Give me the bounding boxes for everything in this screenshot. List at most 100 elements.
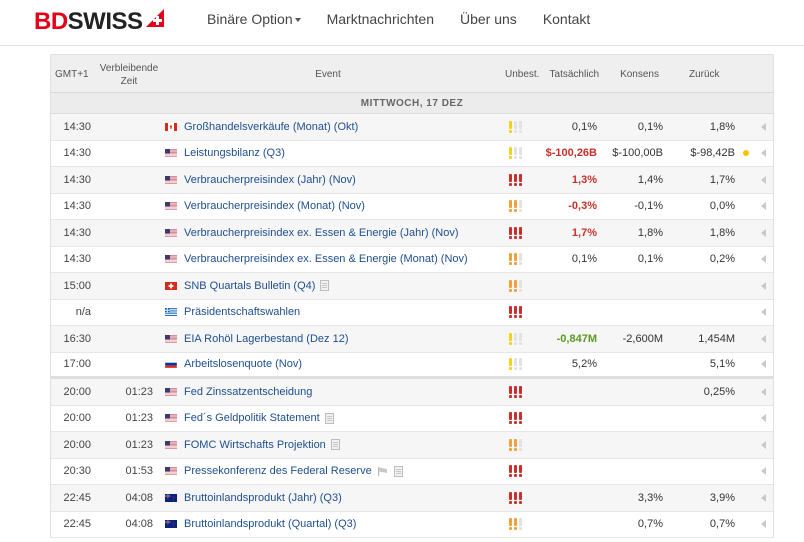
table-row[interactable]: n/a Präsidentschaftswahlen: [51, 299, 773, 326]
event-name-link[interactable]: Leistungsbilanz (Q3): [184, 141, 504, 167]
event-time: 20:00: [63, 412, 91, 425]
document-icon[interactable]: [393, 465, 403, 477]
previous-value: 5,1%: [709, 358, 735, 371]
expand-arrow-button[interactable]: [757, 114, 769, 140]
nav-item-kontakt[interactable]: Kontakt: [543, 11, 590, 27]
document-icon[interactable]: [330, 439, 340, 451]
expand-arrow-button[interactable]: [757, 432, 769, 458]
header-consensus[interactable]: Konsens: [620, 69, 659, 80]
event-name-link[interactable]: Fed Zinssatzentscheidung: [184, 379, 504, 405]
exclamation-icon: [509, 332, 512, 345]
previous-value: $-98,42B: [690, 147, 735, 160]
exclamation-icon: [514, 253, 517, 266]
header-remaining-time[interactable]: Verbleibende Zeit: [99, 62, 159, 87]
event-name-link[interactable]: Arbeitslosenquote (Nov): [184, 353, 504, 377]
expand-arrow-button[interactable]: [757, 273, 769, 299]
document-icon[interactable]: [320, 280, 330, 292]
consensus-value: 0,7%: [637, 518, 663, 531]
flag-usa-icon: [164, 194, 178, 220]
event-name-link[interactable]: Bruttoinlandsprodukt (Quartal) (Q3): [184, 512, 504, 538]
expand-arrow-button[interactable]: [757, 247, 769, 273]
importance-indicator: [509, 465, 524, 478]
expand-arrow-button[interactable]: [757, 485, 769, 511]
expand-arrow-button[interactable]: [757, 220, 769, 246]
table-row[interactable]: 14:30 Verbraucherpreisindex ex. Essen & E…: [51, 220, 773, 247]
table-row[interactable]: 15:00 SNB Quartals Bulletin (Q4): [51, 273, 773, 300]
actual-value: -0,847M: [556, 332, 597, 345]
day-separator: MITTWOCH, 17 DEZ: [51, 93, 773, 114]
bdswiss-logo[interactable]: BD SWISS: [34, 8, 166, 36]
consensus-value: 0,1%: [637, 120, 663, 133]
expand-arrow-button[interactable]: [757, 379, 769, 405]
table-row[interactable]: 20:00 01:23 Fed´s Geldpolitik Statement: [51, 405, 773, 432]
nav-item-binäre-option[interactable]: Binäre Option: [207, 11, 301, 27]
header-unbest[interactable]: Unbest.: [505, 69, 540, 80]
remaining-time: [103, 141, 153, 167]
speech-icon[interactable]: [377, 466, 389, 477]
header-event[interactable]: Event: [315, 69, 341, 80]
event-name-link[interactable]: Verbraucherpreisindex (Jahr) (Nov): [184, 167, 504, 193]
event-name: Verbraucherpreisindex ex. Essen & Energi…: [184, 226, 459, 239]
event-name-link[interactable]: Bruttoinlandsprodukt (Jahr) (Q3): [184, 485, 504, 511]
table-row[interactable]: 14:30 Großhandelsverkäufe (Monat) (Okt) 0,…: [51, 114, 773, 141]
header-actual[interactable]: Tatsächlich: [549, 69, 599, 80]
event-name-link[interactable]: Verbraucherpreisindex (Monat) (Nov): [184, 194, 504, 220]
event-name-link[interactable]: SNB Quartals Bulletin (Q4): [184, 273, 504, 299]
table-row[interactable]: 14:30 Verbraucherpreisindex ex. Essen & E…: [51, 246, 773, 273]
nav-item-marktnachrichten[interactable]: Marktnachrichten: [327, 11, 434, 27]
header-gmt[interactable]: GMT+1: [55, 69, 89, 80]
revision-dot-icon: [743, 150, 749, 157]
expand-arrow-button[interactable]: [757, 300, 769, 326]
event-time: 20:00: [63, 385, 91, 398]
expand-arrow-button[interactable]: [757, 512, 769, 538]
chevron-left-icon: [760, 520, 766, 529]
event-name-link[interactable]: Präsidentschaftswahlen: [184, 300, 504, 326]
table-row[interactable]: 14:30 Verbraucherpreisindex (Jahr) (Nov) 1…: [51, 167, 773, 194]
exclamation-icon: [509, 385, 512, 398]
remaining-time: [103, 194, 153, 220]
event-name: Bruttoinlandsprodukt (Quartal) (Q3): [184, 518, 357, 531]
expand-arrow-button[interactable]: [757, 353, 769, 377]
expand-arrow-button[interactable]: [757, 167, 769, 193]
header-previous[interactable]: Zurück: [689, 69, 720, 80]
previous-value: 1,8%: [709, 120, 735, 133]
event-name-link[interactable]: Pressekonferenz des Federal Reserve: [184, 459, 504, 485]
expand-arrow-button[interactable]: [757, 406, 769, 432]
importance-medium-icon: [509, 512, 533, 538]
nav-item-über-uns[interactable]: Über uns: [460, 11, 517, 27]
table-row[interactable]: 20:00 01:23 FOMC Wirtschafts Projektion: [51, 432, 773, 459]
event-name-link[interactable]: Großhandelsverkäufe (Monat) (Okt): [184, 114, 504, 140]
document-icon[interactable]: [324, 412, 334, 424]
flag-usa-icon: [164, 379, 178, 405]
table-row[interactable]: 16:30 EIA Rohöl Lagerbestand (Dez 12) -0,8…: [51, 326, 773, 353]
table-row[interactable]: 14:30 Leistungsbilanz (Q3) $-100,26B $-100,…: [51, 140, 773, 167]
event-name-link[interactable]: FOMC Wirtschafts Projektion: [184, 432, 504, 458]
table-row[interactable]: 14:30 Verbraucherpreisindex (Monat) (Nov)…: [51, 193, 773, 220]
actual-value: [531, 379, 597, 405]
table-row[interactable]: 22:45 04:08 Bruttoinlandsprodukt (Jahr) (Q…: [51, 485, 773, 512]
exclamation-icon: [509, 226, 512, 239]
actual-value: [531, 512, 597, 538]
expand-arrow-button[interactable]: [757, 194, 769, 220]
table-row[interactable]: 17:00 Arbeitslosenquote (Nov) 5,2% 5,1%: [51, 352, 773, 379]
event-name-link[interactable]: Verbraucherpreisindex ex. Essen & Energi…: [184, 247, 504, 273]
table-row[interactable]: 22:45 04:08 Bruttoinlandsprodukt (Quartal)…: [51, 511, 773, 538]
expand-arrow-button[interactable]: [757, 141, 769, 167]
importance-indicator: [509, 332, 524, 345]
consensus-value: $-100,00B: [612, 147, 663, 160]
importance-high-icon: [509, 167, 533, 193]
expand-arrow-button[interactable]: [757, 326, 769, 352]
event-name-link[interactable]: Fed´s Geldpolitik Statement: [184, 406, 504, 432]
table-row[interactable]: 20:00 01:23 Fed Zinssatzentscheidung 0,25%: [51, 379, 773, 406]
expand-arrow-button[interactable]: [757, 459, 769, 485]
event-time: 20:00: [63, 438, 91, 451]
revision-dot-cell: [742, 379, 750, 405]
exclamation-icon: [519, 332, 522, 345]
event-name-link[interactable]: Verbraucherpreisindex ex. Essen & Energi…: [184, 220, 504, 246]
event-name: FOMC Wirtschafts Projektion: [184, 438, 326, 451]
consensus-value: 1,4%: [637, 173, 663, 186]
chevron-left-icon: [760, 175, 766, 184]
remaining-time: [103, 247, 153, 273]
table-row[interactable]: 20:30 01:53 Pressekonferenz des Federal Re…: [51, 458, 773, 485]
event-name-link[interactable]: EIA Rohöl Lagerbestand (Dez 12): [184, 326, 504, 352]
